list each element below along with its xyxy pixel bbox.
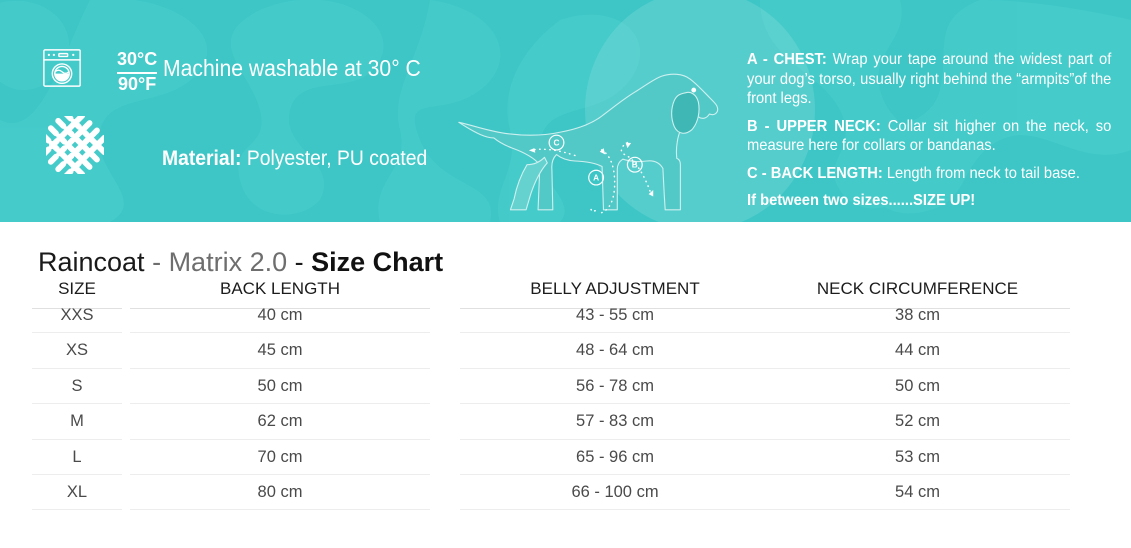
svg-text:B: B bbox=[632, 159, 638, 169]
svg-text:A: A bbox=[593, 172, 599, 182]
svg-text:C: C bbox=[553, 137, 559, 147]
